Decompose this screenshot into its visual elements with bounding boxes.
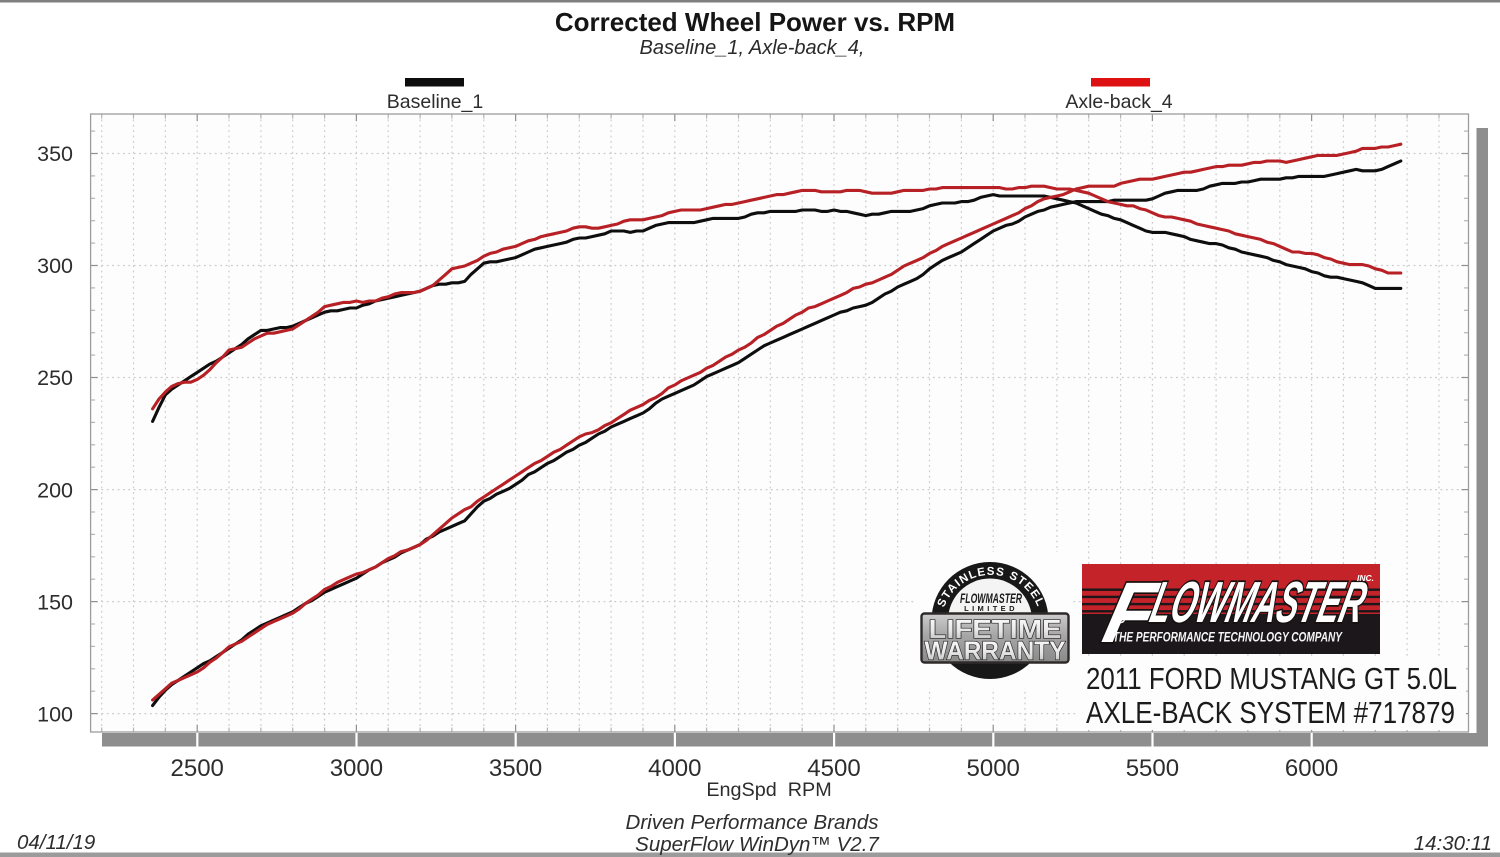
svg-text:4500: 4500 — [807, 755, 860, 782]
svg-text:Axle-back_4: Axle-back_4 — [1065, 91, 1172, 113]
svg-text:3500: 3500 — [489, 755, 542, 782]
svg-text:SuperFlow WinDyn™ V2.7: SuperFlow WinDyn™ V2.7 — [635, 833, 880, 856]
svg-text:Baseline_1, Axle-back_4,: Baseline_1, Axle-back_4, — [640, 37, 865, 59]
svg-text:LIMITED: LIMITED — [964, 604, 1018, 613]
svg-text:250: 250 — [37, 366, 73, 390]
svg-text:150: 150 — [37, 590, 73, 614]
svg-text:6000: 6000 — [1285, 755, 1338, 782]
svg-text:LOWMASTER: LOWMASTER — [1145, 571, 1373, 635]
svg-text:FLOWMASTER: FLOWMASTER — [960, 590, 1023, 606]
svg-text:04/11/19: 04/11/19 — [17, 831, 95, 854]
svg-text:WARRANTY: WARRANTY — [925, 636, 1066, 666]
svg-text:LIFETIME: LIFETIME — [929, 614, 1062, 644]
svg-text:5500: 5500 — [1126, 755, 1179, 782]
svg-text:THE PERFORMANCE TECHNOLOGY COM: THE PERFORMANCE TECHNOLOGY COMPANY — [1113, 630, 1343, 645]
svg-text:3000: 3000 — [330, 755, 383, 782]
svg-text:Baseline_1: Baseline_1 — [387, 91, 484, 113]
svg-text:200: 200 — [37, 478, 73, 502]
svg-text:AXLE-BACK SYSTEM #717879: AXLE-BACK SYSTEM #717879 — [1086, 695, 1455, 730]
svg-text:EngSpd RPM: EngSpd RPM — [706, 779, 831, 801]
svg-text:4000: 4000 — [648, 755, 701, 782]
svg-text:R: R — [1119, 618, 1124, 624]
svg-text:100: 100 — [37, 702, 73, 726]
svg-text:5000: 5000 — [967, 755, 1020, 782]
svg-text:300: 300 — [37, 254, 73, 278]
svg-text:350: 350 — [37, 142, 73, 166]
svg-text:INC.: INC. — [1357, 573, 1374, 583]
svg-text:2500: 2500 — [171, 755, 224, 782]
svg-text:14:30:11: 14:30:11 — [1414, 832, 1492, 855]
svg-text:Corrected Wheel Power vs. RPM: Corrected Wheel Power vs. RPM — [555, 7, 955, 37]
svg-text:2011 FORD MUSTANG GT 5.0L: 2011 FORD MUSTANG GT 5.0L — [1086, 661, 1457, 696]
svg-text:Driven Performance Brands: Driven Performance Brands — [626, 811, 879, 834]
